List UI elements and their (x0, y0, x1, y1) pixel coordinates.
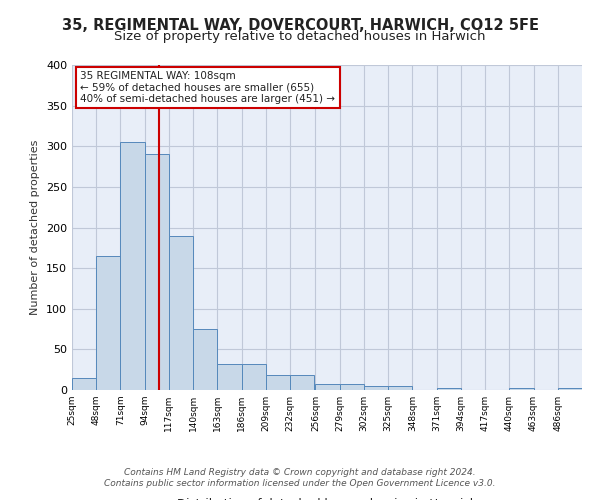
Bar (72, 378, 96, 390)
Bar (169, 236, 193, 390)
Text: Contains HM Land Registry data © Crown copyright and database right 2024.
Contai: Contains HM Land Registry data © Crown c… (104, 468, 496, 487)
Bar (290, 376, 314, 390)
Bar (193, 329, 217, 390)
Text: 35 REGIMENTAL WAY: 108sqm
← 59% of detached houses are smaller (655)
40% of semi: 35 REGIMENTAL WAY: 108sqm ← 59% of detac… (80, 70, 335, 104)
Text: 35, REGIMENTAL WAY, DOVERCOURT, HARWICH, CO12 5FE: 35, REGIMENTAL WAY, DOVERCOURT, HARWICH,… (62, 18, 539, 32)
Bar (145, 154, 169, 390)
Bar (242, 364, 266, 390)
Bar (316, 384, 340, 390)
Bar (558, 388, 582, 390)
Bar (340, 384, 364, 390)
Bar (509, 388, 533, 390)
Bar (96, 256, 121, 390)
Text: Size of property relative to detached houses in Harwich: Size of property relative to detached ho… (114, 30, 486, 43)
Bar (437, 388, 461, 390)
Y-axis label: Number of detached properties: Number of detached properties (31, 140, 40, 315)
Bar (364, 386, 388, 390)
Bar (388, 386, 412, 390)
Bar (266, 376, 290, 390)
Bar (121, 142, 145, 390)
X-axis label: Distribution of detached houses by size in Harwich: Distribution of detached houses by size … (177, 498, 477, 500)
Bar (217, 364, 242, 390)
